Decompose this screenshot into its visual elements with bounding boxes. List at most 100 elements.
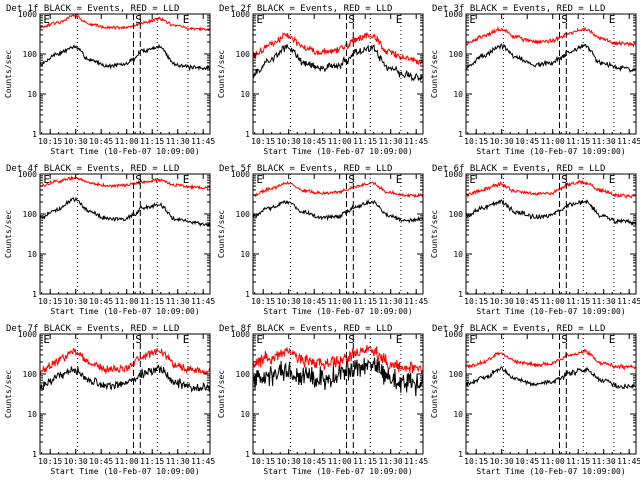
y-axis-label: Counts/sec <box>217 50 226 98</box>
x-tick-label: 11:30 <box>592 297 616 306</box>
y-tick-label: 1 <box>245 130 250 139</box>
y-tick-label: 100 <box>449 370 464 379</box>
plot-frame <box>39 13 211 135</box>
x-tick-label: 11:30 <box>166 137 190 146</box>
phase-annotation: S <box>561 13 568 26</box>
x-tick-label: 11:30 <box>166 297 190 306</box>
series-line-events <box>253 198 424 224</box>
phase-annotation: E <box>469 173 476 186</box>
series-line-events <box>252 357 424 397</box>
y-tick-label: 100 <box>23 50 38 59</box>
series-line-events <box>465 43 637 73</box>
series-line-events <box>465 199 637 226</box>
x-tick-label: 11:30 <box>166 457 190 466</box>
x-tick-label: 10:15 <box>251 137 275 146</box>
plot-frame <box>252 333 424 455</box>
y-tick-label: 10 <box>453 410 463 419</box>
x-tick-label: 10:30 <box>490 457 514 466</box>
y-tick-label: 10 <box>240 250 250 259</box>
phase-annotation: E <box>43 333 50 346</box>
phase-annotation: S <box>348 333 355 346</box>
x-axis-label: Start Time (10-Feb-07 10:09:00) <box>476 307 625 316</box>
panel-title: Det 2f BLACK = Events, RED = LLD <box>219 4 392 14</box>
y-tick-label: 10 <box>453 90 463 99</box>
phase-annotation: E <box>396 13 403 26</box>
x-tick-label: 11:00 <box>541 457 565 466</box>
phase-annotation: S <box>561 173 568 186</box>
y-tick-label: 1000 <box>18 10 37 19</box>
x-tick-label: 10:30 <box>64 457 88 466</box>
x-tick-label: 10:15 <box>251 297 275 306</box>
y-tick-label: 1 <box>32 290 37 299</box>
x-tick-label: 10:45 <box>302 137 326 146</box>
x-tick-label: 10:15 <box>38 297 62 306</box>
y-tick-label: 10 <box>27 410 37 419</box>
series-line-lld <box>252 180 424 198</box>
panel-title: Det 5f BLACK = Events, RED = LLD <box>219 164 392 174</box>
y-tick-label: 100 <box>236 50 251 59</box>
x-tick-label: 11:15 <box>566 297 590 306</box>
series-line-lld <box>465 348 637 371</box>
phase-annotation: E <box>43 173 50 186</box>
plot-frame <box>39 333 211 455</box>
y-tick-label: 100 <box>449 210 464 219</box>
series-line-lld <box>252 32 424 66</box>
plot-frame <box>465 173 637 295</box>
series-line-lld <box>252 345 423 374</box>
series-line-events <box>39 364 211 393</box>
plot-frame <box>252 13 424 135</box>
y-tick-label: 100 <box>236 370 251 379</box>
phase-annotation: S <box>135 173 142 186</box>
y-tick-label: 1 <box>245 290 250 299</box>
phase-annotation: E <box>43 13 50 26</box>
x-tick-label: 11:30 <box>592 137 616 146</box>
phase-annotation: E <box>469 13 476 26</box>
x-tick-label: 11:45 <box>404 297 428 306</box>
phase-annotation: E <box>183 173 190 186</box>
panel-title: Det 1f BLACK = Events, RED = LLD <box>6 4 179 14</box>
x-tick-label: 11:00 <box>115 297 139 306</box>
x-tick-label: 11:45 <box>617 297 640 306</box>
plot-frame <box>465 13 637 135</box>
panel-title: Det 9f BLACK = Events, RED = LLD <box>432 324 605 334</box>
x-tick-label: 10:30 <box>490 137 514 146</box>
x-tick-label: 11:15 <box>140 457 164 466</box>
x-tick-label: 10:15 <box>38 457 62 466</box>
x-tick-label: 10:30 <box>490 297 514 306</box>
y-tick-label: 1 <box>458 450 463 459</box>
y-axis-label: Counts/sec <box>4 370 13 418</box>
x-tick-label: 11:00 <box>328 137 352 146</box>
y-tick-label: 1000 <box>18 170 37 179</box>
phase-annotation: E <box>469 333 476 346</box>
x-tick-label: 11:15 <box>353 457 377 466</box>
y-axis-label: Counts/sec <box>4 50 13 98</box>
y-tick-label: 1000 <box>231 170 250 179</box>
y-axis-label: Counts/sec <box>430 50 439 98</box>
phase-annotation: E <box>609 173 616 186</box>
x-tick-label: 11:30 <box>592 457 616 466</box>
x-tick-label: 11:45 <box>191 457 215 466</box>
phase-annotation: S <box>348 13 355 26</box>
plot-frame <box>39 173 211 295</box>
x-tick-label: 10:45 <box>515 137 539 146</box>
x-tick-label: 10:45 <box>302 457 326 466</box>
x-tick-label: 10:15 <box>38 137 62 146</box>
x-tick-label: 10:15 <box>464 457 488 466</box>
x-tick-label: 10:30 <box>277 297 301 306</box>
x-tick-label: 11:45 <box>191 137 215 146</box>
x-tick-label: 11:15 <box>566 457 590 466</box>
series-line-lld <box>39 13 211 32</box>
y-tick-label: 10 <box>240 90 250 99</box>
x-axis-label: Start Time (10-Feb-07 10:09:00) <box>263 467 412 476</box>
x-axis-label: Start Time (10-Feb-07 10:09:00) <box>476 147 625 156</box>
phase-annotation: E <box>183 333 190 346</box>
x-tick-label: 10:30 <box>64 297 88 306</box>
phase-annotation: E <box>183 13 190 26</box>
x-tick-label: 10:45 <box>89 137 113 146</box>
panel-title: Det 6f BLACK = Events, RED = LLD <box>432 164 605 174</box>
